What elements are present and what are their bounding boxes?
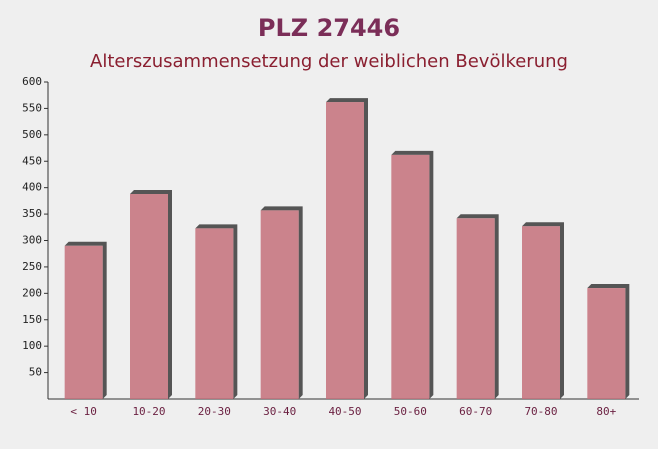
- bar: [391, 154, 430, 399]
- y-tick-label: 400: [22, 181, 42, 194]
- bar: [130, 194, 168, 399]
- bar: [195, 228, 234, 399]
- y-tick-label: 300: [22, 234, 42, 247]
- chart-title: PLZ 27446: [258, 14, 400, 42]
- bar: [522, 226, 560, 399]
- y-tick-label: 600: [22, 75, 42, 88]
- y-tick-label: 250: [22, 260, 42, 273]
- bar: [587, 288, 626, 399]
- y-tick-label: 350: [22, 207, 42, 220]
- x-tick-label: 10-20: [132, 405, 165, 418]
- x-tick-label: 70-80: [524, 405, 557, 418]
- x-tick-label: 30-40: [263, 405, 296, 418]
- bar: [64, 245, 103, 399]
- x-tick-label: 80+: [596, 405, 616, 418]
- y-tick-label: 550: [22, 101, 42, 114]
- x-tick-label: 50-60: [394, 405, 427, 418]
- chart-subtitle: Alterszusammensetzung der weiblichen Bev…: [90, 51, 568, 72]
- y-tick-label: 150: [22, 313, 42, 326]
- bar: [260, 210, 299, 399]
- y-tick-label: 450: [22, 154, 42, 167]
- x-tick-label: 40-50: [328, 405, 361, 418]
- x-tick-label: 60-70: [459, 405, 492, 418]
- y-tick-label: 100: [22, 339, 42, 352]
- x-tick-label: 20-30: [198, 405, 231, 418]
- bar: [326, 102, 364, 400]
- y-tick-label: 200: [22, 286, 42, 299]
- bar: [456, 218, 495, 399]
- y-tick-label: 500: [22, 128, 42, 141]
- y-tick-label: 50: [29, 366, 42, 379]
- x-tick-label: < 10: [70, 405, 97, 418]
